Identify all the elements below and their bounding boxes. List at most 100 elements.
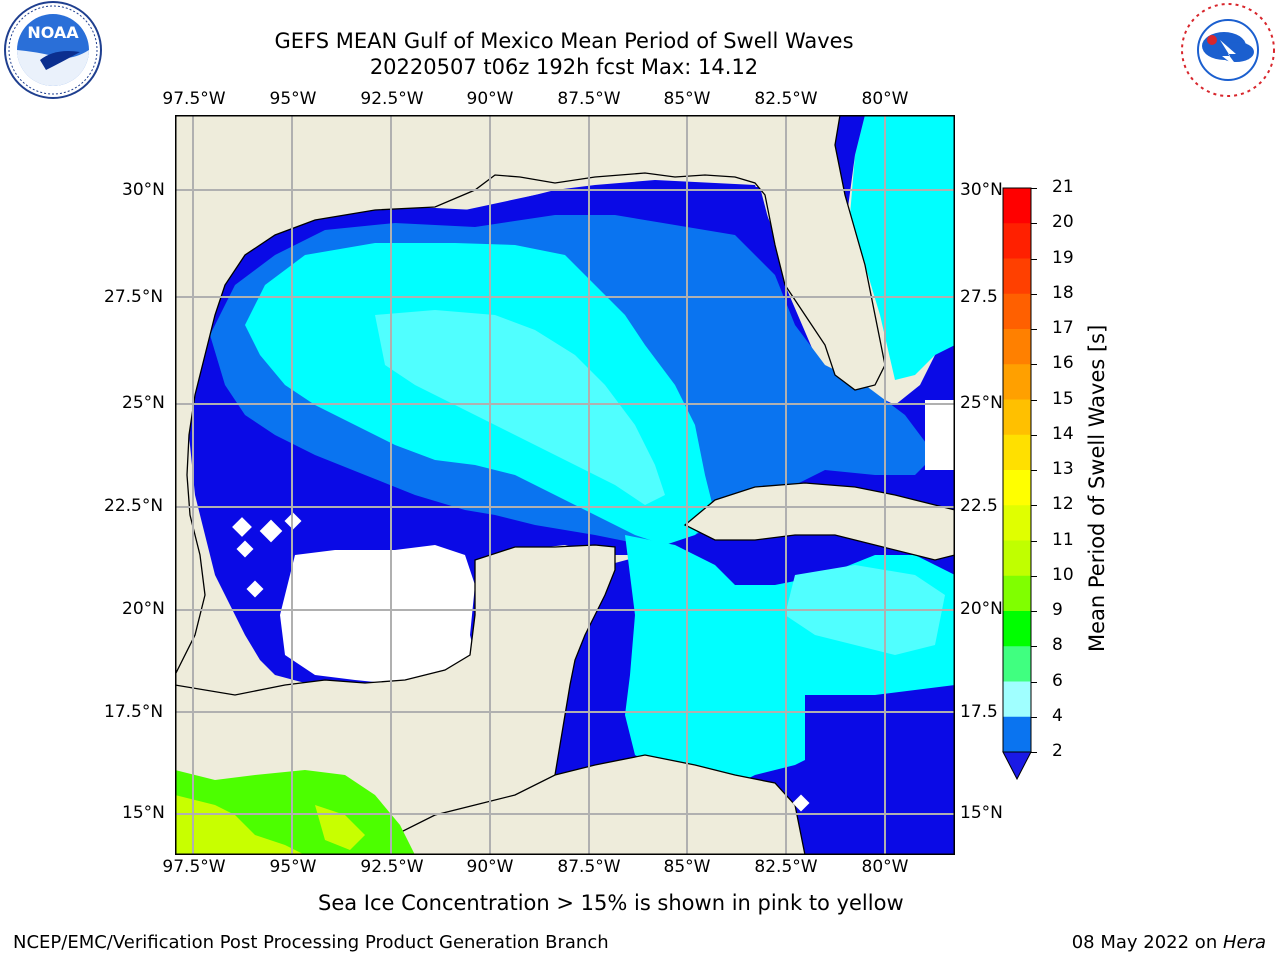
colorbar-tick-label: 13 (1052, 459, 1074, 479)
noaa-logo-text: NOAA (27, 23, 79, 42)
colorbar-tick (1031, 223, 1037, 225)
colorbar-segment (1003, 681, 1031, 718)
lon-label-bottom: 82.5°W (754, 857, 818, 877)
chart-title: GEFS MEAN Gulf of Mexico Mean Period of … (274, 29, 854, 53)
colorbar-tick (1031, 716, 1037, 718)
colorbar-tick (1031, 434, 1037, 436)
lat-label-right: 15°N (960, 803, 1003, 823)
colorbar-tick-label: 6 (1052, 670, 1063, 691)
colorbar-segment (1003, 258, 1031, 295)
colorbar-segment (1003, 470, 1031, 506)
pacific-swell-yellow (175, 795, 305, 855)
colorbar-tick (1031, 470, 1037, 471)
lon-label-bottom: 80°W (861, 857, 909, 877)
noaa-logo: NOAA (4, 1, 102, 99)
footer-date: 08 May 2022 on Hera (1072, 932, 1266, 953)
chart-subtitle: 20220507 t06z 192h fcst Max: 14.12 (369, 55, 759, 79)
nws-logo (1181, 3, 1275, 97)
lat-label-right: 17.5 (960, 702, 998, 722)
footer-credit: NCEP/EMC/Verification Post Processing Pr… (13, 932, 609, 953)
colorbar-segment (1003, 575, 1031, 612)
pacific-swell-yellow-2 (315, 805, 365, 850)
colorbar-tick-label: 12 (1052, 494, 1074, 515)
footer-date-text: 08 May 2022 on (1071, 932, 1223, 953)
colorbar-tick (1031, 505, 1037, 507)
colorbar-tick-label: 19 (1052, 247, 1074, 268)
colorbar-tick-label: 4 (1052, 705, 1063, 726)
lat-label-right: 27.5 (960, 287, 998, 307)
lon-label-top: 87.5°W (557, 89, 621, 109)
lat-label-left: 22.5°N (104, 496, 164, 516)
campeche-nodata (280, 545, 475, 685)
nodata-cell (246, 580, 264, 598)
lon-label-bottom: 95°W (269, 857, 317, 877)
colorbar-extend-arrow (1002, 751, 1032, 781)
nodata-cell (792, 794, 810, 812)
lat-label-right: 20°N (960, 599, 1003, 619)
colorbar-segment (1003, 293, 1031, 330)
lon-label-bottom: 90°W (466, 857, 514, 877)
lon-label-top: 97.5°W (162, 89, 226, 109)
colorbar-tick-label: 16 (1052, 353, 1074, 374)
colorbar-segment (1003, 364, 1031, 400)
footer-host: Hera (1222, 932, 1266, 953)
nodata-cell (236, 540, 254, 558)
lat-label-right: 30°N (960, 180, 1003, 200)
colorbar-tick-label: 10 (1052, 564, 1074, 585)
colorbar (1002, 187, 1032, 781)
lon-label-bottom: 85°W (663, 857, 711, 877)
colorbar-tick (1031, 575, 1037, 577)
colorbar-tick (1031, 611, 1037, 612)
colorbar-tick-label: 17 (1052, 318, 1074, 338)
gulf-map (175, 115, 955, 855)
lon-label-top: 82.5°W (754, 89, 818, 109)
lat-label-left: 25°N (122, 393, 165, 413)
colorbar-tick-label: 15 (1052, 388, 1074, 409)
colorbar-tick-label: 9 (1052, 600, 1063, 620)
lon-label-bottom: 92.5°W (360, 857, 424, 877)
colorbar-tick (1031, 646, 1037, 648)
lat-label-left: 15°N (122, 803, 165, 823)
lon-label-top: 95°W (269, 89, 317, 109)
lon-label-bottom: 87.5°W (557, 857, 621, 877)
colorbar-segment (1003, 434, 1031, 471)
colorbar-segment (1003, 399, 1031, 436)
colorbar-tick-label: 14 (1052, 423, 1074, 444)
map-frame (175, 115, 955, 855)
nodata-cell (925, 400, 955, 470)
lon-label-top: 80°W (861, 89, 909, 109)
colorbar-tick (1031, 293, 1037, 295)
colorbar-segment (1003, 223, 1031, 259)
mexico-land (175, 115, 886, 676)
lat-label-left: 17.5°N (104, 702, 164, 722)
colorbar-tick-label: 20 (1052, 212, 1074, 233)
lon-label-top: 90°W (466, 89, 514, 109)
swell-zone-8-9s (375, 310, 665, 505)
cuba-land (683, 482, 955, 561)
lat-label-right: 25°N (960, 393, 1003, 413)
sea-ice-note: Sea Ice Concentration > 15% is shown in … (318, 891, 904, 915)
colorbar-tick-label: 21 (1052, 177, 1074, 197)
colorbar-tick (1031, 681, 1037, 683)
colorbar-tick (1031, 364, 1037, 366)
lat-label-left: 27.5°N (104, 287, 164, 307)
lat-label-left: 30°N (122, 180, 165, 200)
colorbar-tick-label: 11 (1052, 529, 1074, 550)
lat-label-left: 20°N (122, 599, 165, 619)
lon-label-bottom: 97.5°W (162, 857, 226, 877)
colorbar-segment (1003, 329, 1031, 365)
colorbar-tick (1031, 540, 1037, 542)
colorbar-segment (1003, 646, 1031, 682)
colorbar-segment (1003, 188, 1031, 224)
atlantic-water (850, 115, 955, 380)
colorbar-segment (1003, 540, 1031, 577)
colorbar-segment (1003, 611, 1031, 647)
colorbar-tick (1031, 188, 1037, 189)
colorbar-tick (1031, 329, 1037, 330)
lat-label-right: 22.5 (960, 496, 998, 516)
caribbean-water (805, 685, 955, 855)
graticule (175, 115, 955, 855)
colorbar-tick (1031, 752, 1037, 753)
colorbar-tick-label: 18 (1052, 282, 1074, 303)
colorbar-title: Mean Period of Swell Waves [s] (1085, 324, 1109, 652)
